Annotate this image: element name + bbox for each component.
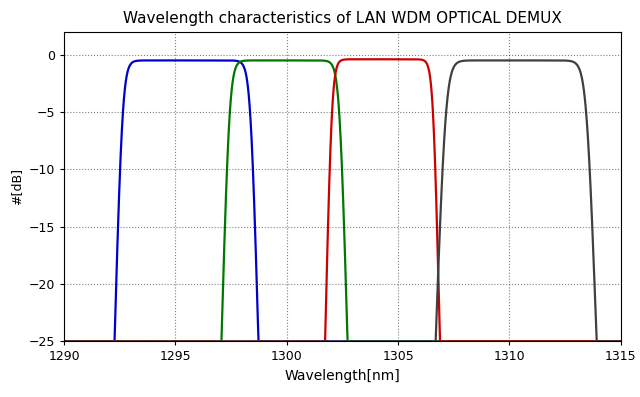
X-axis label: Wavelength[nm]: Wavelength[nm] — [285, 369, 400, 383]
Title: Wavelength characteristics of LAN WDM OPTICAL DEMUX: Wavelength characteristics of LAN WDM OP… — [123, 12, 562, 27]
Y-axis label: #[dB]: #[dB] — [10, 168, 23, 205]
